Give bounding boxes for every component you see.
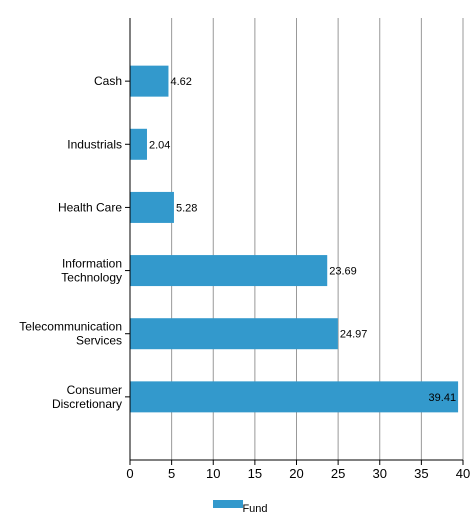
legend-swatch (213, 500, 243, 508)
x-tick-label-8: 40 (456, 466, 470, 481)
legend: Fund (213, 500, 268, 514)
data-label-4: 24.97 (340, 329, 368, 341)
x-tick-label-7: 35 (414, 466, 428, 481)
category-label-2: Health Care (58, 200, 122, 214)
bar-4 (130, 318, 338, 350)
bar-2 (130, 191, 174, 223)
x-tick-label-6: 30 (373, 466, 387, 481)
category-label-5: Consumer Discretionary (52, 383, 122, 411)
data-label-2: 5.28 (176, 202, 197, 214)
data-labels: 4.62 2.04 5.28 23.69 24.97 39.41 (149, 76, 456, 404)
x-tick-label-5: 25 (331, 466, 345, 481)
x-axis-ticks: 0 5 10 15 20 25 30 35 40 (126, 460, 470, 481)
gridlines (171, 18, 464, 460)
category-label-3: Information Technology (61, 257, 122, 285)
bar-0 (130, 65, 169, 97)
bar-5 (130, 381, 459, 413)
category-labels: Cash Industrials Health Care Information Tec… (19, 74, 122, 411)
category-label-0: Cash (94, 74, 122, 88)
category-label-1: Industrials (67, 137, 122, 151)
bars (130, 65, 459, 413)
data-label-0: 4.62 (170, 76, 191, 88)
data-label-5: 39.41 (429, 392, 457, 404)
data-label-1: 2.04 (149, 139, 170, 151)
data-label-3: 23.69 (329, 266, 357, 278)
x-tick-label-4: 20 (289, 466, 303, 481)
x-tick-label-3: 15 (248, 466, 262, 481)
category-label-4: Telecommunication Services (19, 320, 122, 348)
bar-3 (130, 255, 328, 287)
x-tick-label-2: 10 (206, 466, 220, 481)
legend-label: Fund (242, 503, 267, 514)
x-tick-label-1: 5 (168, 466, 175, 481)
bar-1 (130, 128, 147, 160)
x-tick-label-0: 0 (126, 466, 133, 481)
